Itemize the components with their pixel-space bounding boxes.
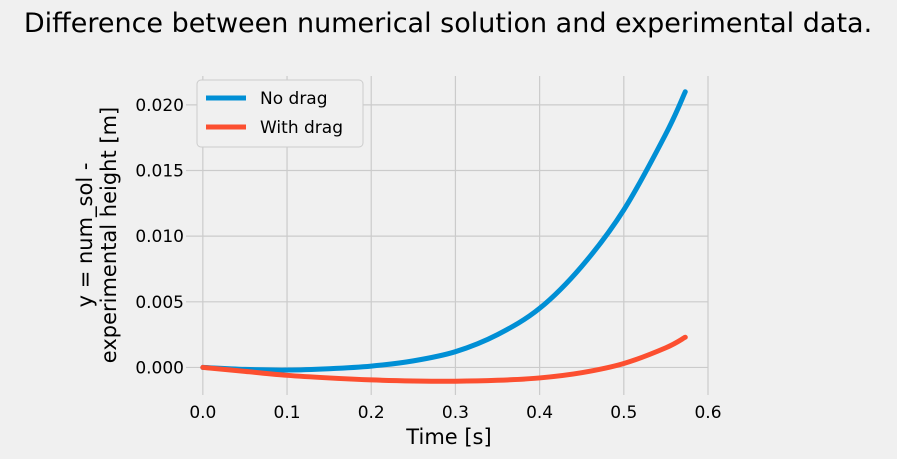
x-tick-label: 0.5: [610, 403, 637, 423]
legend-label-no-drag: No drag: [260, 89, 328, 109]
y-tick-label: 0.000: [135, 358, 184, 378]
y-tick-label: 0.020: [135, 96, 184, 116]
legend: No drag With drag: [196, 79, 364, 148]
x-tick-label: 0.3: [442, 403, 469, 423]
y-axis-label-line-1: y = num_sol -: [73, 163, 98, 308]
x-tick-label: 0.1: [274, 403, 301, 423]
y-axis-label: y = num_sol - experimental height [m]: [73, 107, 121, 363]
y-axis-label-line-2: experimental height [m]: [97, 107, 121, 363]
x-axis-ticks: 0.0 0.1 0.2 0.3 0.4 0.5 0.6: [189, 403, 721, 423]
grid: [186, 76, 709, 395]
chart-title: Difference between numerical solution an…: [24, 8, 872, 39]
x-tick-label: 0.0: [189, 403, 216, 423]
y-axis-ticks: 0.000 0.005 0.010 0.015 0.020: [135, 96, 184, 379]
x-axis-label: Time [s]: [405, 425, 491, 449]
x-tick-label: 0.2: [358, 403, 385, 423]
x-tick-label: 0.6: [694, 403, 721, 423]
y-tick-label: 0.010: [135, 227, 184, 247]
legend-label-with-drag: With drag: [260, 118, 343, 138]
series-line-no-drag: [200, 89, 688, 373]
series-lines: [200, 89, 688, 384]
x-tick-label: 0.4: [526, 403, 553, 423]
y-tick-label: 0.015: [135, 162, 184, 182]
y-tick-label: 0.005: [135, 293, 184, 313]
series-line-with-drag: [200, 334, 688, 384]
